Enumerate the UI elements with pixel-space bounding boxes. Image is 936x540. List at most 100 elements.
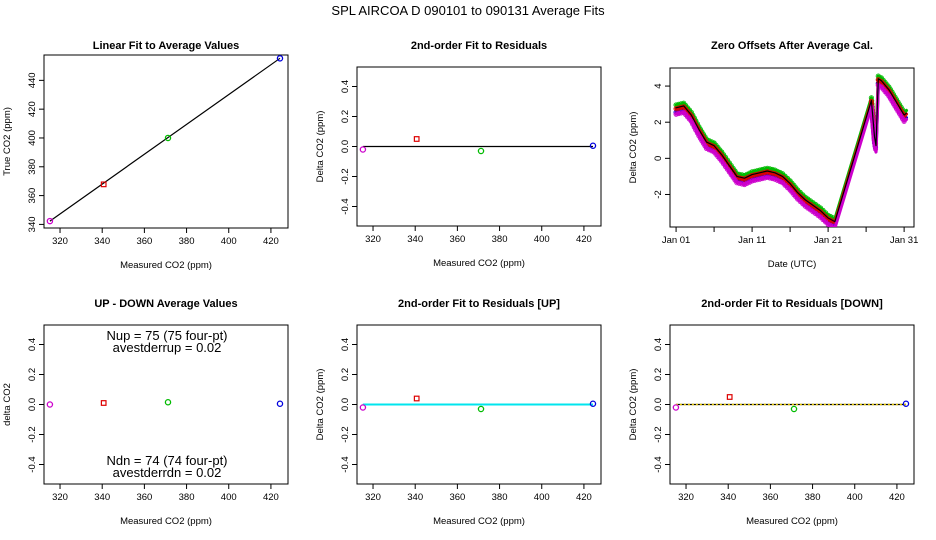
x-tick-label: 420 (263, 236, 279, 247)
series-marker-magenta (898, 113, 904, 119)
y-tick-label: -0.4 (340, 456, 351, 472)
series-marker-magenta (872, 143, 878, 149)
x-tick-label: 420 (889, 492, 905, 503)
y-tick-label: 380 (27, 159, 38, 175)
y-axis-label: Delta CO2 (ppm) (628, 369, 639, 441)
data-point (46, 401, 54, 408)
y-tick-label: -0.4 (653, 456, 664, 472)
chart-panel-6: 2nd-order Fit to Residuals [DOWN] 320 340 3… (628, 298, 915, 527)
annotation-nup: Nup = 75 (75 four-pt) (106, 328, 227, 343)
series-marker-magenta (764, 174, 770, 180)
series-marker-magenta (901, 118, 907, 124)
series-marker-magenta (892, 103, 898, 109)
series-marker-red (673, 106, 679, 112)
series-marker-magenta (691, 124, 697, 130)
y-axis-label: Delta CO2 (ppm) (628, 112, 639, 184)
data-point (359, 404, 367, 411)
series-marker-magenta (706, 147, 712, 153)
y-tick-label: 0.0 (27, 398, 38, 411)
data-point (164, 134, 172, 142)
x-tick-label: 340 (407, 492, 423, 503)
series-marker-magenta (690, 121, 696, 127)
y-tick-label: -0.4 (340, 198, 351, 214)
x-tick-label: 360 (762, 492, 778, 503)
series-marker-magenta (741, 181, 748, 188)
series-marker-magenta (739, 181, 745, 187)
x-tick-label: 360 (136, 492, 152, 503)
x-tick-label: Jan 31 (890, 235, 919, 246)
series-marker-magenta (744, 180, 750, 186)
data-point (413, 136, 420, 142)
data-point (672, 404, 680, 411)
data-point (902, 400, 910, 407)
y-tick-label: 0.4 (27, 338, 38, 351)
chart-panel-2: 2nd-order Fit to Residuals 320 340 360 380 40… (315, 40, 602, 269)
chart-title: 2nd-order Fit to Residuals (411, 40, 547, 52)
y-tick-label: 0.2 (340, 368, 351, 381)
series-marker-magenta (830, 224, 836, 227)
y-tick-label: 0.0 (653, 398, 664, 411)
y-tick-label: 420 (27, 101, 38, 117)
y-tick-label: -0.2 (340, 426, 351, 442)
data-point (589, 400, 597, 407)
y-axis-label: True CO2 (ppm) (2, 107, 13, 176)
series-marker-magenta (762, 175, 768, 181)
series-marker-magenta (700, 140, 707, 146)
series-marker-magenta (769, 175, 776, 182)
x-tick-label: 420 (263, 492, 279, 503)
x-tick-label: 380 (805, 492, 821, 503)
series-line-green (674, 74, 909, 221)
series-marker-magenta (708, 148, 715, 154)
data-point (46, 217, 54, 225)
series-marker-magenta (675, 110, 682, 117)
x-tick-label: 400 (221, 492, 237, 503)
plot-area (673, 73, 909, 227)
data-point (276, 55, 284, 62)
x-tick-label: 400 (221, 236, 237, 247)
x-tick-label: 320 (365, 492, 381, 503)
series-marker-magenta (887, 95, 894, 102)
y-axis-label: Delta CO2 (ppm) (315, 369, 326, 441)
data-point (276, 400, 284, 407)
plot-frame (43, 54, 289, 229)
x-tick-label: 360 (136, 236, 152, 247)
x-tick-label: Jan 11 (738, 235, 766, 246)
x-tick-label: 400 (534, 234, 550, 245)
series-marker-magenta (749, 178, 755, 184)
data-point (100, 181, 107, 188)
data-point (413, 395, 420, 402)
data-point (790, 405, 798, 413)
annotation-ndn: Ndn = 74 (74 four-pt) (106, 453, 227, 468)
series-marker-magenta (772, 176, 778, 182)
y-tick-label: 2 (653, 120, 664, 125)
chart-panel-4: UP - DOWN Average Values 320 340 360 380 400 4… (2, 298, 289, 527)
chart-panel-5: 2nd-order Fit to Residuals [UP] 320 340 360… (315, 298, 602, 527)
x-tick-label: 340 (407, 234, 423, 245)
data-point (477, 147, 485, 155)
y-tick-label: 360 (27, 188, 38, 204)
y-tick-label: -0.2 (653, 426, 664, 442)
x-tick-label: 420 (576, 492, 592, 503)
series-marker-magenta (872, 146, 879, 152)
series-marker-red (741, 176, 748, 182)
y-tick-label: 340 (27, 216, 38, 232)
series-marker-magenta (757, 176, 763, 182)
y-tick-label: -2 (653, 190, 664, 198)
x-tick-label: 360 (449, 234, 465, 245)
chart-panel-3: Zero Offsets After Average Cal. Jan 01 Jan… (628, 40, 918, 270)
panels: Linear Fit to Average Values 320 340 360 380… (2, 40, 918, 527)
y-tick-label: 0.4 (340, 80, 351, 93)
data-point (477, 405, 485, 413)
data-point (359, 146, 367, 153)
series-marker-magenta (693, 127, 699, 133)
data-point (164, 398, 172, 406)
x-tick-label: 400 (534, 492, 550, 503)
x-tick-label: 380 (179, 236, 195, 247)
figure-title: SPL AIRCOA D 090101 to 090131 Average Fi… (331, 3, 605, 18)
series-marker-magenta (694, 130, 701, 136)
y-axis-label: Delta CO2 (ppm) (315, 111, 326, 183)
plot-area (46, 55, 284, 225)
plot-area (359, 136, 597, 155)
y-tick-label: -0.4 (27, 456, 38, 472)
y-tick-label: 0.4 (653, 338, 664, 351)
